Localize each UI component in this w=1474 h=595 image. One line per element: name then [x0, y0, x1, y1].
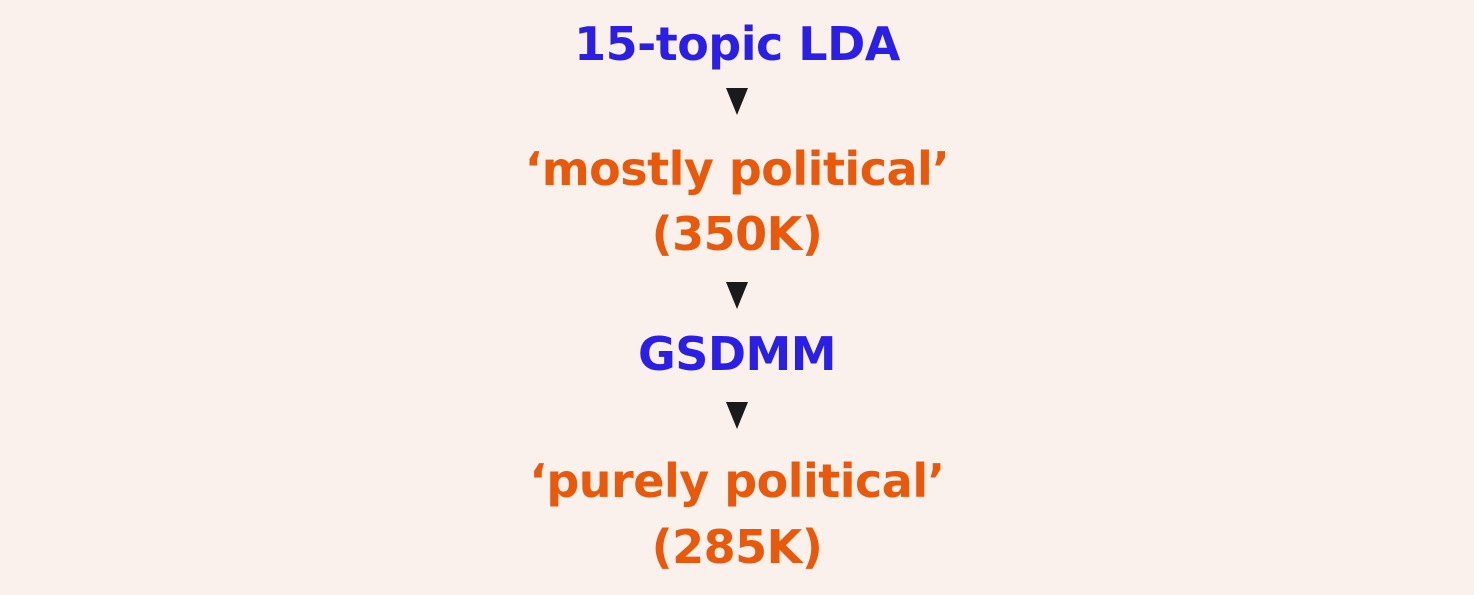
result-mostly-political-label: ‘mostly political’	[524, 142, 950, 196]
result-purely-political-label: ‘purely political’	[529, 454, 945, 508]
result-mostly-political-count: (350K)	[651, 207, 823, 261]
down-triangle-icon	[726, 402, 748, 429]
down-triangle-icon	[726, 88, 748, 115]
step-gsdmm-label: GSDMM	[637, 327, 837, 381]
down-triangle-icon	[726, 282, 748, 309]
result-purely-political-count: (285K)	[651, 520, 823, 574]
step-lda-label: 15-topic LDA	[574, 17, 900, 71]
